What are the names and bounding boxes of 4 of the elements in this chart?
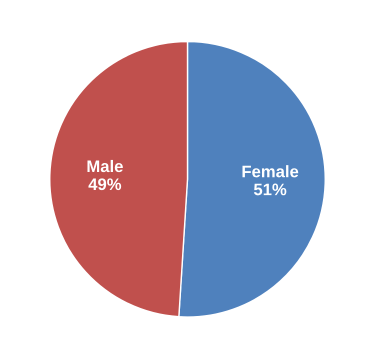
slice-label: Male [87, 160, 123, 172]
slice-label: Female [242, 165, 298, 178]
data-label: 51% [254, 184, 286, 196]
data-label: 49% [88, 178, 122, 190]
